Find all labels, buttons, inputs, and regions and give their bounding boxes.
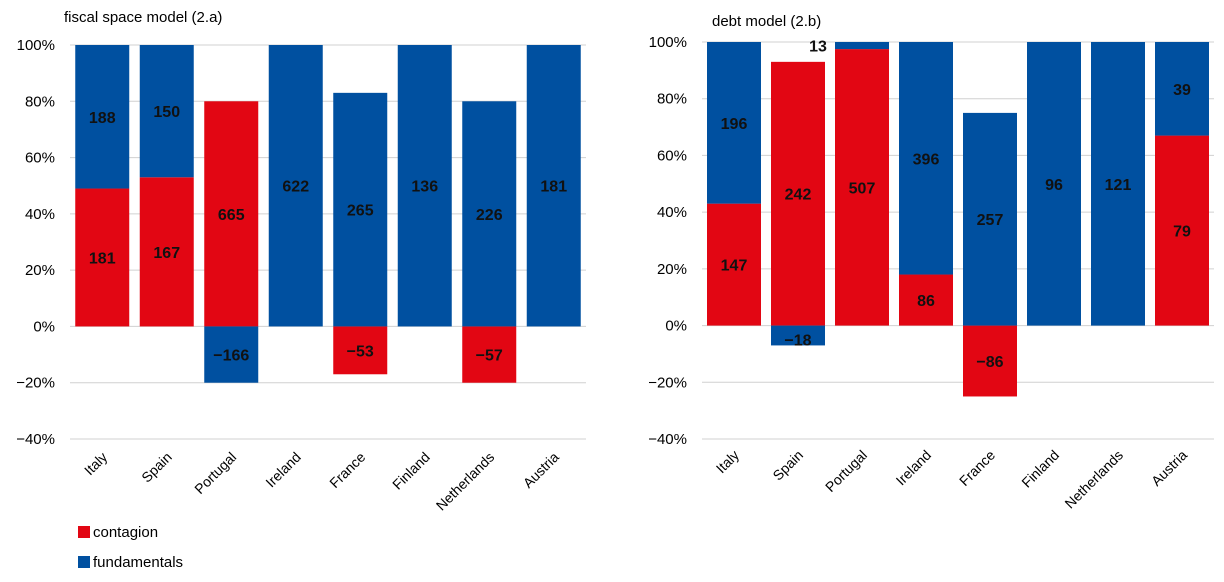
y-tick-label: 80%	[657, 91, 687, 108]
data-label: 39	[1173, 82, 1191, 99]
bar-fundamentals-spain	[771, 325, 825, 346]
y-tick-label: −20%	[648, 374, 687, 391]
data-label: −18	[784, 332, 811, 349]
data-label: −86	[976, 354, 1003, 371]
y-tick-label: 20%	[25, 262, 55, 279]
data-label: 96	[1045, 177, 1063, 194]
data-label: 257	[977, 212, 1004, 229]
bar-contagion-italy	[75, 188, 130, 327]
bar-fundamentals-finland	[1027, 42, 1081, 326]
data-label: 242	[785, 187, 812, 204]
y-tick-label: 100%	[649, 34, 687, 51]
chart-debt-model: debt model (2.b) −40% −20% 0% 20% 40% 60% 80% 10…	[648, 13, 1214, 512]
bar-contagion-france	[963, 325, 1017, 397]
data-label: 188	[89, 110, 116, 127]
bar-contagion-austria	[1155, 135, 1209, 326]
legend-swatch-fundamentals	[78, 556, 90, 568]
legend: contagion fundamentals	[78, 524, 183, 571]
data-label: 147	[721, 258, 748, 275]
bar-fundamentals-austria	[1155, 42, 1209, 136]
x-tick-label-ireland: Ireland	[893, 447, 935, 489]
chart-title: debt model (2.b)	[712, 13, 821, 30]
y-tick-label: 100%	[17, 37, 55, 54]
y-tick-label: −40%	[16, 431, 55, 448]
y-tick-label: 0%	[665, 318, 687, 335]
data-label: 167	[153, 245, 180, 262]
data-label: −53	[347, 343, 374, 360]
x-tick-label-portugal: Portugal	[822, 447, 870, 495]
x-tick-label-italy: Italy	[81, 449, 110, 478]
bar-fundamentals-ireland	[899, 42, 953, 275]
y-tick-label: −40%	[648, 431, 687, 448]
legend-label-contagion: contagion	[93, 524, 158, 541]
y-tick-label: 60%	[25, 150, 55, 167]
bar-contagion-portugal	[204, 101, 259, 327]
y-tick-label: 0%	[33, 318, 55, 335]
data-label: 396	[913, 151, 940, 168]
bar-contagion-italy	[707, 203, 761, 326]
bar-fundamentals-portugal	[835, 42, 889, 50]
x-tick-label-finland: Finland	[389, 449, 433, 493]
bar-fundamentals-ireland	[268, 45, 323, 327]
x-tick-label-italy: Italy	[713, 447, 742, 476]
data-label: 665	[218, 207, 245, 224]
x-tick-label-spain: Spain	[769, 447, 806, 484]
data-label: 150	[153, 104, 180, 121]
y-tick-label: 20%	[657, 261, 687, 278]
x-tick-label-austria: Austria	[1148, 447, 1190, 489]
x-tick-label-austria: Austria	[520, 449, 562, 491]
x-tick-label-netherlands: Netherlands	[1061, 447, 1126, 512]
y-tick-label: 80%	[25, 93, 55, 110]
y-tick-label: 40%	[657, 204, 687, 221]
data-label: 79	[1173, 224, 1191, 241]
y-tick-label: 60%	[657, 147, 687, 164]
chart-fiscal-space-model: fiscal space model (2.a) −40% −20% 0% 20% 40%…	[16, 9, 586, 514]
data-label: 265	[347, 203, 374, 220]
data-label: −166	[213, 348, 249, 365]
data-label: 13	[809, 39, 827, 56]
bar-contagion-spain	[771, 61, 825, 326]
bar-contagion-france	[333, 326, 388, 375]
data-label: 121	[1105, 177, 1132, 194]
bar-fundamentals-netherlands	[462, 101, 517, 327]
bar-contagion-netherlands	[462, 326, 517, 383]
data-label: 136	[411, 179, 438, 196]
bar-fundamentals-spain	[139, 45, 194, 178]
legend-swatch-contagion	[78, 526, 90, 538]
x-tick-label-france: France	[326, 449, 368, 491]
data-label: −57	[476, 348, 503, 365]
x-tick-label-netherlands: Netherlands	[433, 449, 498, 514]
data-label: 181	[89, 250, 116, 267]
bar-fundamentals-netherlands	[1091, 42, 1145, 326]
y-tick-label: 40%	[25, 206, 55, 223]
bar-fundamentals-austria	[526, 45, 581, 327]
bar-fundamentals-finland	[397, 45, 452, 327]
bar-fundamentals-italy	[75, 45, 130, 189]
legend-label-fundamentals: fundamentals	[93, 554, 183, 571]
bar-fundamentals-france	[333, 92, 388, 327]
bar-contagion-spain	[139, 177, 194, 327]
bar-fundamentals-portugal	[204, 326, 259, 383]
x-tick-label-portugal: Portugal	[191, 449, 239, 497]
data-label: 507	[849, 180, 876, 197]
data-label: 181	[540, 179, 567, 196]
bar-fundamentals-france	[963, 112, 1017, 326]
data-label: 86	[917, 293, 935, 310]
bar-fundamentals-italy	[707, 42, 761, 204]
data-label: 622	[282, 179, 309, 196]
x-tick-label-france: France	[956, 447, 998, 489]
x-tick-label-ireland: Ireland	[262, 449, 304, 491]
x-tick-label-spain: Spain	[138, 449, 175, 486]
y-tick-label: −20%	[16, 375, 55, 392]
x-tick-label-finland: Finland	[1018, 447, 1062, 491]
bar-contagion-portugal	[835, 49, 889, 326]
bar-contagion-ireland	[899, 274, 953, 326]
data-label: 226	[476, 207, 503, 224]
data-label: 196	[721, 116, 748, 133]
chart-title: fiscal space model (2.a)	[64, 9, 222, 26]
